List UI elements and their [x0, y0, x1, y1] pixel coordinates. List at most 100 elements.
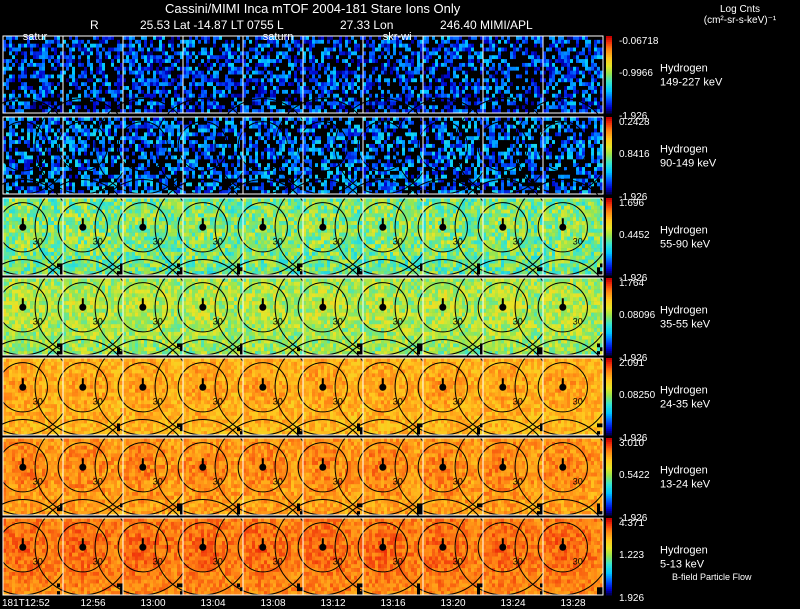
- heatmap-cell: [54, 62, 58, 68]
- heatmap-cell: [414, 97, 418, 102]
- heatmap-cell: [534, 70, 538, 75]
- heatmap-cell: [558, 74, 562, 79]
- heatmap-cell: [132, 105, 136, 110]
- heatmap-cell: [78, 86, 82, 91]
- heatmap-cell: [180, 105, 184, 110]
- heatmap-cell: [114, 70, 118, 75]
- heatmap-cell: [447, 59, 451, 64]
- heatmap-cell: [15, 43, 19, 48]
- heatmap-cell: [168, 74, 172, 79]
- heatmap-cell: [144, 124, 148, 129]
- heatmap-cell: [90, 140, 94, 145]
- heatmap-cell: [429, 59, 433, 64]
- heatmap-cell: [24, 82, 28, 87]
- heatmap-cell: [510, 43, 514, 48]
- heatmap-cell: [39, 74, 43, 79]
- heatmap-cell: [69, 93, 73, 98]
- heatmap-cell: [63, 89, 67, 95]
- heatmap-cell: [300, 43, 304, 48]
- heatmap-cell: [204, 82, 208, 87]
- heatmap-cell: [366, 82, 370, 87]
- heatmap-cell: [15, 86, 19, 91]
- heatmap-cell: [45, 101, 49, 106]
- heatmap-cell: [258, 93, 262, 98]
- heatmap-cell: [42, 151, 46, 156]
- heatmap-cell: [105, 124, 109, 129]
- heatmap-cell: [300, 78, 304, 83]
- heatmap-cell: [126, 93, 130, 98]
- heatmap-cell: [111, 174, 115, 179]
- heatmap-cell: [570, 55, 574, 60]
- heatmap-cell: [51, 62, 55, 68]
- heatmap-cell: [9, 163, 13, 168]
- heatmap-cell: [90, 51, 94, 56]
- heatmap-cell: [453, 86, 457, 91]
- heatmap-cell: [216, 66, 220, 71]
- heatmap-cell: [177, 39, 181, 44]
- heatmap-cell: [201, 97, 205, 102]
- heatmap-cell: [93, 132, 97, 137]
- heatmap-cell: [117, 36, 121, 41]
- heatmap-cell: [246, 70, 250, 75]
- heatmap-cell: [90, 62, 94, 68]
- heatmap-cell: [291, 78, 295, 83]
- heatmap-cell: [6, 120, 10, 125]
- heatmap-cell: [168, 136, 172, 141]
- heatmap-cell: [279, 109, 283, 114]
- heatmap-cell: [342, 97, 346, 102]
- heatmap-cell: [261, 82, 265, 87]
- heatmap-cell: [12, 140, 16, 145]
- heatmap-cell: [354, 86, 358, 91]
- heatmap-cell: [321, 70, 325, 75]
- colorbar-segment: [606, 68, 612, 72]
- heatmap-cell: [195, 36, 199, 41]
- heatmap-cell: [18, 182, 22, 187]
- heatmap-cell: [102, 47, 106, 52]
- heatmap-cell: [135, 86, 139, 91]
- heatmap-cell: [246, 36, 250, 41]
- heatmap-cell: [354, 43, 358, 48]
- heatmap-cell: [69, 151, 73, 156]
- heatmap-cell: [411, 101, 415, 106]
- heatmap-cell: [45, 43, 49, 48]
- heatmap-cell: [585, 101, 589, 106]
- heatmap-cell: [495, 47, 499, 52]
- heatmap-cell: [510, 109, 514, 114]
- heatmap-cell: [375, 55, 379, 60]
- heatmap-cell: [198, 78, 202, 83]
- heatmap-cell: [204, 47, 208, 52]
- heatmap-cell: [78, 170, 82, 176]
- heatmap-cell: [534, 51, 538, 56]
- heatmap-cell: [30, 128, 34, 133]
- heatmap-cell: [360, 86, 364, 91]
- heatmap-cell: [153, 43, 157, 48]
- heatmap-cell: [24, 159, 28, 164]
- heatmap-cell: [54, 101, 58, 106]
- heatmap-cell: [111, 128, 115, 133]
- heatmap-cell: [408, 59, 412, 64]
- lon-readout: 27.33 Lon: [340, 18, 393, 32]
- heatmap-cell: [180, 47, 184, 52]
- heatmap-cell: [81, 78, 85, 83]
- heatmap-cell: [312, 51, 316, 56]
- heatmap-cell: [63, 132, 67, 137]
- heatmap-cell: [69, 182, 73, 187]
- heatmap-cell: [474, 101, 478, 106]
- heatmap-cell: [201, 70, 205, 75]
- heatmap-cell: [459, 78, 463, 83]
- heatmap-cell: [57, 159, 61, 164]
- heatmap-cell: [447, 97, 451, 102]
- heatmap-cell: [3, 109, 7, 114]
- heatmap-cell: [12, 132, 16, 137]
- heatmap-cell: [597, 51, 601, 56]
- heatmap-cell: [75, 101, 79, 106]
- heatmap-cell: [6, 59, 10, 64]
- heatmap-cell: [597, 59, 601, 64]
- heatmap-cell: [588, 93, 592, 98]
- heatmap-cell: [285, 70, 289, 75]
- heatmap-cell: [240, 62, 244, 68]
- heatmap-cell: [78, 190, 82, 195]
- heatmap-cell: [327, 89, 331, 95]
- heatmap-cell: [477, 62, 481, 68]
- heatmap-cell: [18, 70, 22, 75]
